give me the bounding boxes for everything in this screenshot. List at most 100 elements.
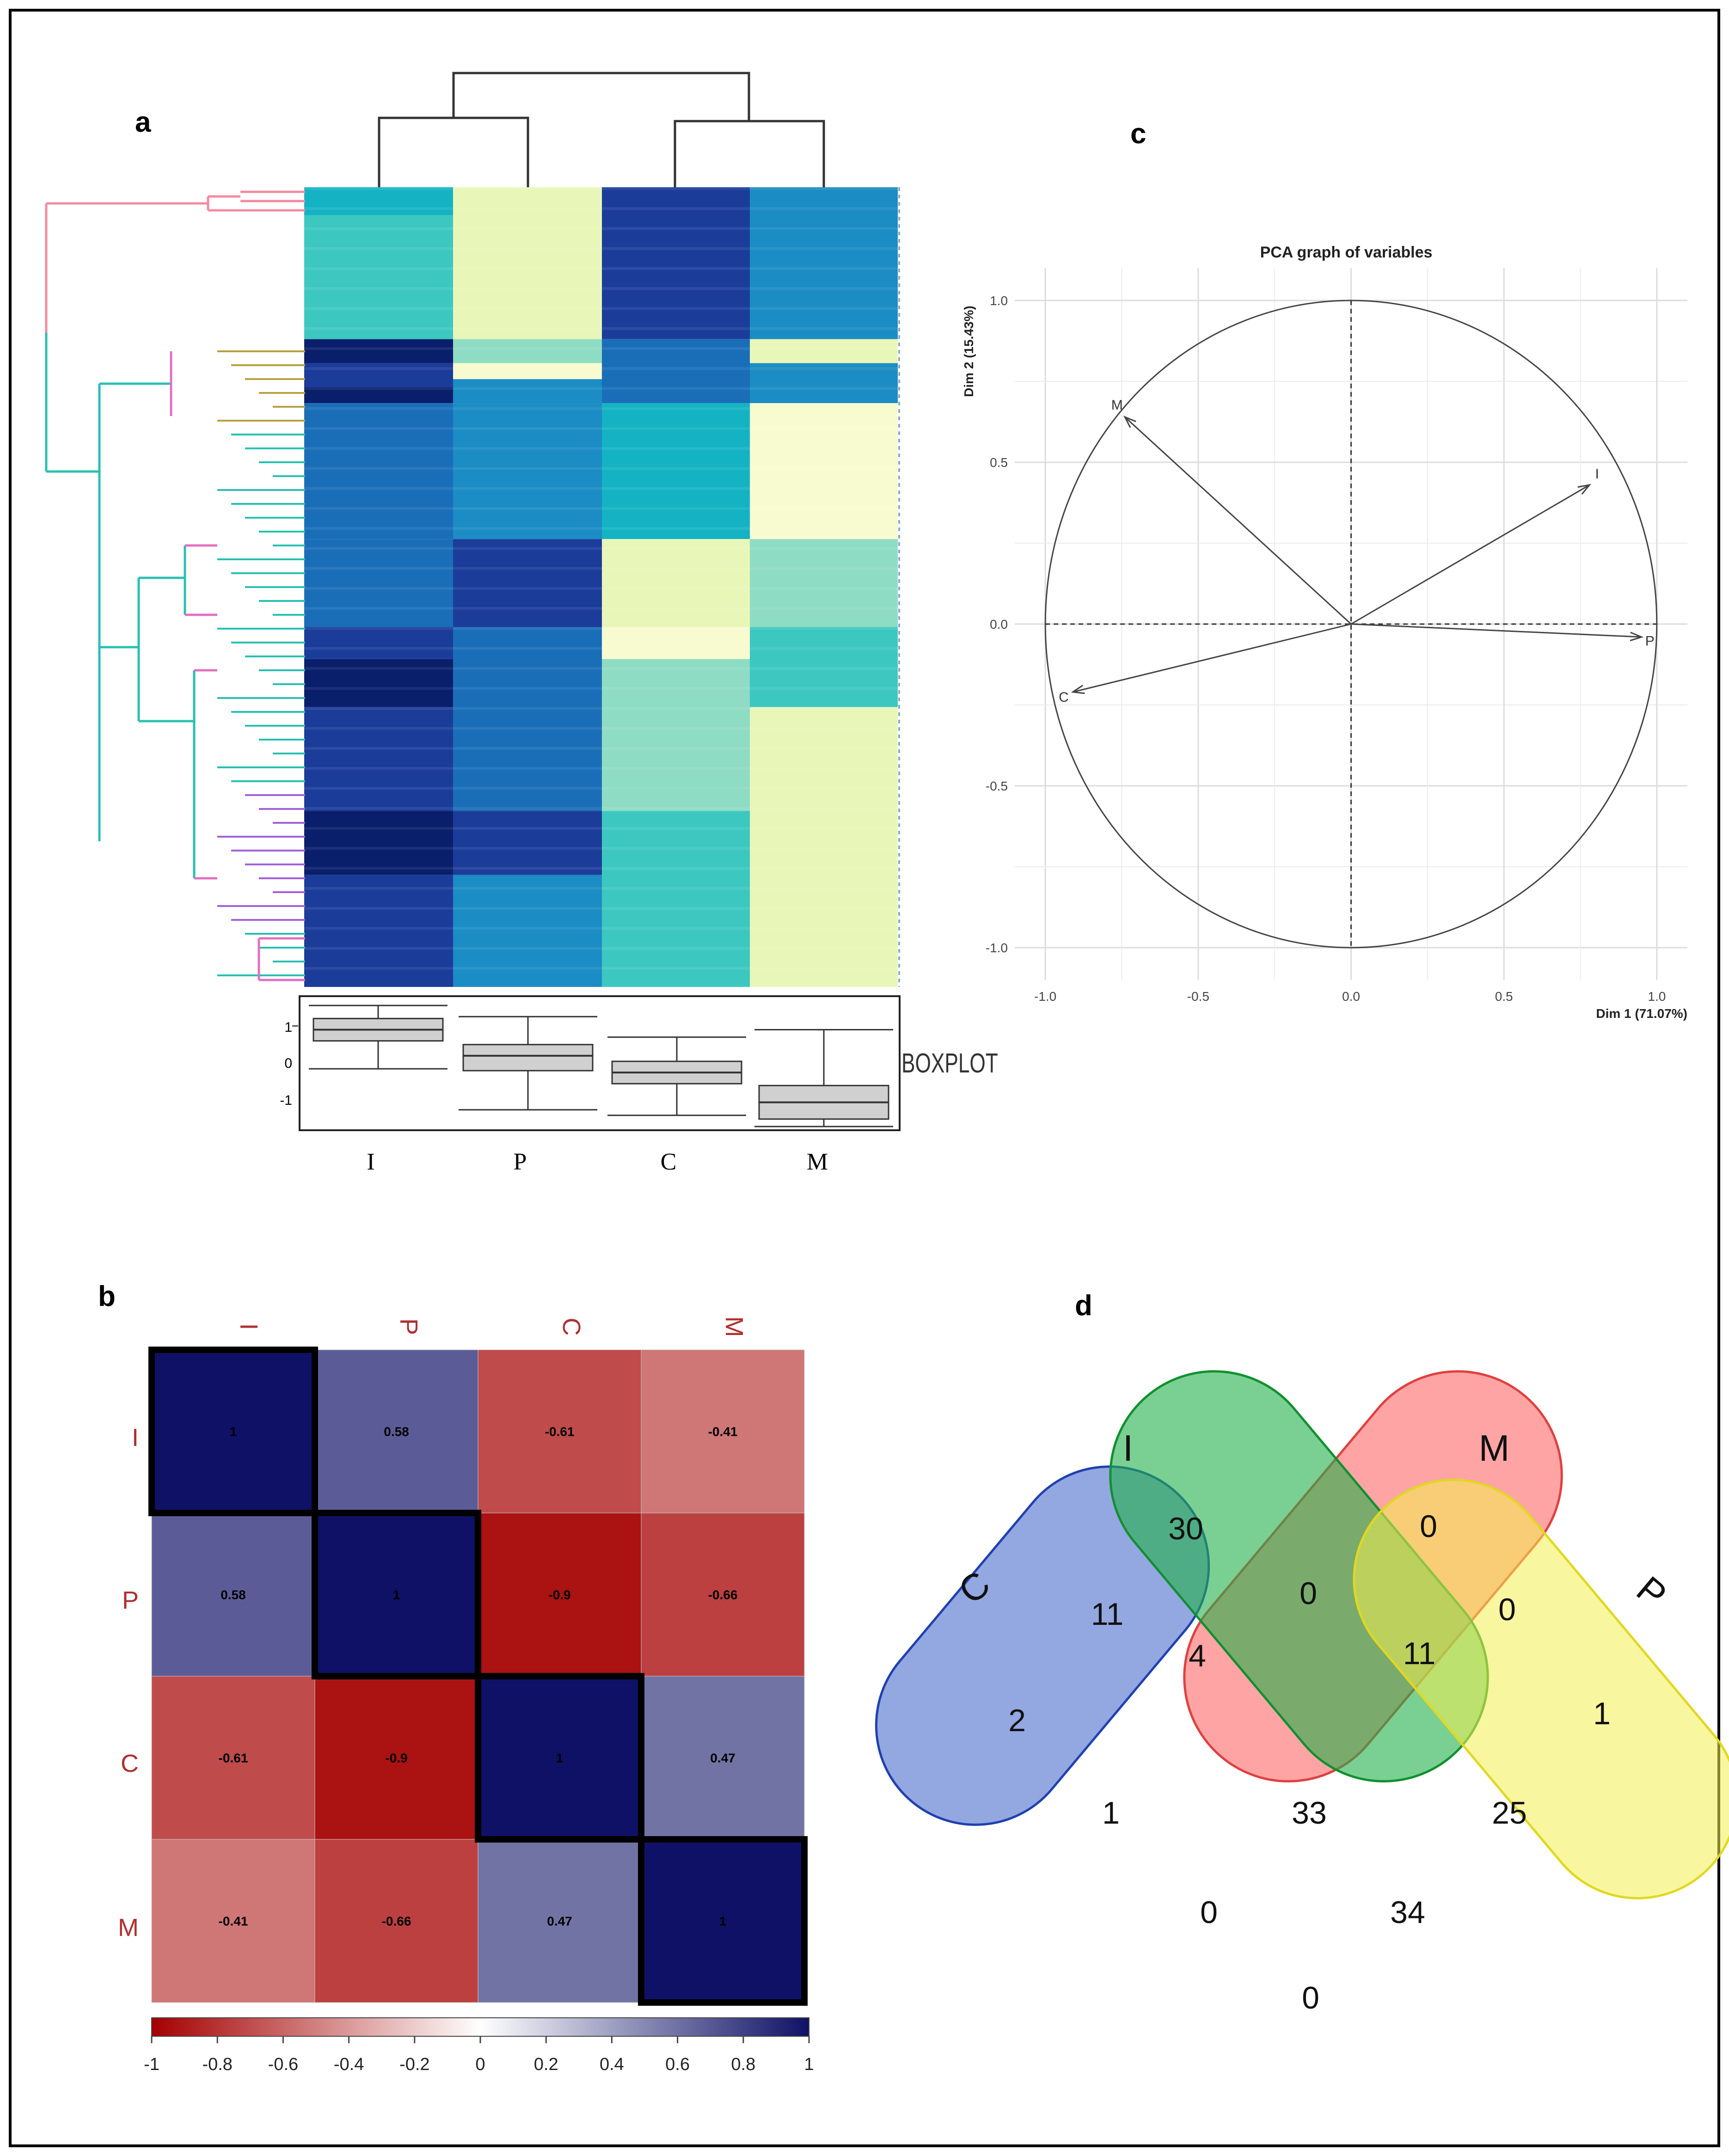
- heatmap-stripe: [304, 587, 453, 590]
- heatmap-stripe: [602, 707, 750, 710]
- corr-cell: [478, 1349, 642, 1513]
- colorbar-tick-label: 0.8: [731, 2055, 755, 2074]
- heatmap-band: [453, 379, 602, 404]
- corr-diagonal-outline: [475, 1673, 644, 1843]
- heatmap-band: [304, 363, 453, 387]
- heatmap-stripe: [750, 667, 898, 670]
- heatmap-stripe: [453, 567, 602, 570]
- heatmap-stripe: [453, 387, 602, 390]
- pca-title: PCA graph of variables: [1260, 244, 1433, 261]
- panel-d: C I M P 30 0 2 1 11 0 0 4 11 1 25 33 0 3…: [875, 1370, 1729, 2015]
- heatmap-band: [304, 215, 453, 339]
- corr-cell: [151, 1513, 315, 1677]
- heatmap-stripe: [453, 347, 602, 350]
- heatmap-stripe: [453, 227, 602, 230]
- heatmap-stripe: [750, 927, 898, 930]
- pca-vector-line: [1351, 623, 1642, 638]
- heatmap-stripe: [304, 907, 453, 910]
- boxplot-tick-0: 0: [284, 1056, 292, 1071]
- heatmap-stripe: [750, 507, 898, 510]
- heatmap-stripe: [602, 887, 750, 890]
- pca-vector-arrowhead: [1123, 416, 1136, 428]
- dendro-branch-teal: [45, 333, 196, 878]
- heatmap-stripe: [602, 487, 750, 490]
- corr-cell: [478, 1839, 642, 2003]
- pca-vector-arrowhead: [1630, 631, 1644, 642]
- venn-count-i-only: 30: [1168, 1511, 1203, 1546]
- heatmap-band: [453, 339, 602, 363]
- colorbar: [151, 2017, 809, 2037]
- colorbar-tick-label: -1: [144, 2055, 159, 2074]
- heatmap-stripe: [304, 687, 453, 690]
- heatmap-stripe: [602, 507, 750, 510]
- heatmap-band: [750, 707, 898, 987]
- heatmap-stripe: [304, 807, 453, 810]
- heatmap-stripe: [602, 807, 750, 810]
- heatmap-stripe: [304, 827, 453, 830]
- corr-value-label: -0.61: [219, 1751, 248, 1765]
- corr-col-label-m: M: [720, 1317, 748, 1337]
- pca-vector-label: C: [1059, 690, 1069, 705]
- heatmap-stripe: [304, 867, 453, 870]
- heatmap-band: [602, 187, 750, 339]
- pca-xlabel: Dim 1 (71.07%): [1596, 1006, 1687, 1021]
- heatmap-stripe: [602, 467, 750, 470]
- colorbar-tick-label: -0.6: [268, 2055, 298, 2074]
- heatmap-stripe: [750, 887, 898, 890]
- heatmap-stripe: [304, 287, 453, 290]
- heatmap-stripe: [750, 427, 898, 430]
- pca-ylabel: Dim 2 (15.43%): [962, 306, 976, 397]
- heatmap-stripe: [304, 567, 453, 570]
- heatmap-band: [453, 363, 602, 380]
- heatmap-stripe: [602, 247, 750, 250]
- corr-row-label-i: I: [132, 1424, 139, 1452]
- corr-cell: [314, 1349, 478, 1513]
- heatmap-stripe: [304, 747, 453, 750]
- heatmap-stripe: [304, 467, 453, 470]
- heatmap-stripe: [602, 327, 750, 330]
- heatmap-stripe: [453, 367, 602, 370]
- heatmap-stripe: [453, 407, 602, 410]
- corr-diagonal-outline: [638, 1836, 808, 2006]
- colorbar-tick-label: 1: [804, 2055, 814, 2074]
- heatmap-stripe: [304, 227, 453, 230]
- heatmap-stripe: [304, 947, 453, 950]
- corr-cell: [478, 1676, 642, 1840]
- corr-value-label: -0.41: [219, 1914, 248, 1929]
- row-dendrogram: [45, 190, 305, 981]
- boxplot-tick-neg1: -1: [280, 1093, 292, 1108]
- venn-count-all: 33: [1292, 1795, 1327, 1831]
- heatmap-stripe: [750, 847, 898, 850]
- heatmap-stripe: [750, 187, 898, 190]
- heatmap-stripe: [453, 207, 602, 210]
- heatmap-band: [453, 875, 602, 987]
- venn-count-m-p: 0: [1498, 1592, 1516, 1627]
- corr-row-label-c: C: [121, 1750, 139, 1777]
- corr-value-label: 0.58: [384, 1425, 409, 1439]
- corr-value-label: -0.66: [708, 1588, 738, 1602]
- pca-x-tick-label: 1.0: [1648, 989, 1666, 1004]
- heatmap-band: [750, 187, 898, 339]
- panel-label-d: d: [1075, 1290, 1092, 1322]
- panel-label-c: c: [1130, 118, 1146, 150]
- heatmap-stripe: [602, 347, 750, 350]
- colorbar-tick-label: 0.6: [665, 2055, 690, 2074]
- panel-b: 1 0.58 -0.61 -0.410.58 1 -0.9 -0.66-0.61 -0.9 1 0…: [118, 1317, 814, 2074]
- pca-x-tick-label: -0.5: [1187, 989, 1209, 1004]
- corr-diagonal-outline: [312, 1510, 481, 1679]
- corr-col-label-i: I: [235, 1323, 263, 1330]
- corr-value-label: 1: [393, 1588, 400, 1602]
- pca-vector-line: [1350, 484, 1590, 625]
- heatmap-band: [602, 811, 750, 987]
- heatmap-stripe: [304, 707, 453, 710]
- venn-count-p-only: 1: [1593, 1696, 1611, 1731]
- corr-cell: [151, 1676, 315, 1840]
- heatmap-stripe: [304, 327, 453, 330]
- corr-value-label: -0.61: [545, 1425, 575, 1439]
- heatmap-stripe: [453, 847, 602, 850]
- heatmap-stripe: [602, 647, 750, 650]
- heatmap-stripe: [602, 287, 750, 290]
- heatmap-stripe: [453, 667, 602, 670]
- heatmap-band: [453, 539, 602, 627]
- panel-label-b: b: [98, 1280, 116, 1312]
